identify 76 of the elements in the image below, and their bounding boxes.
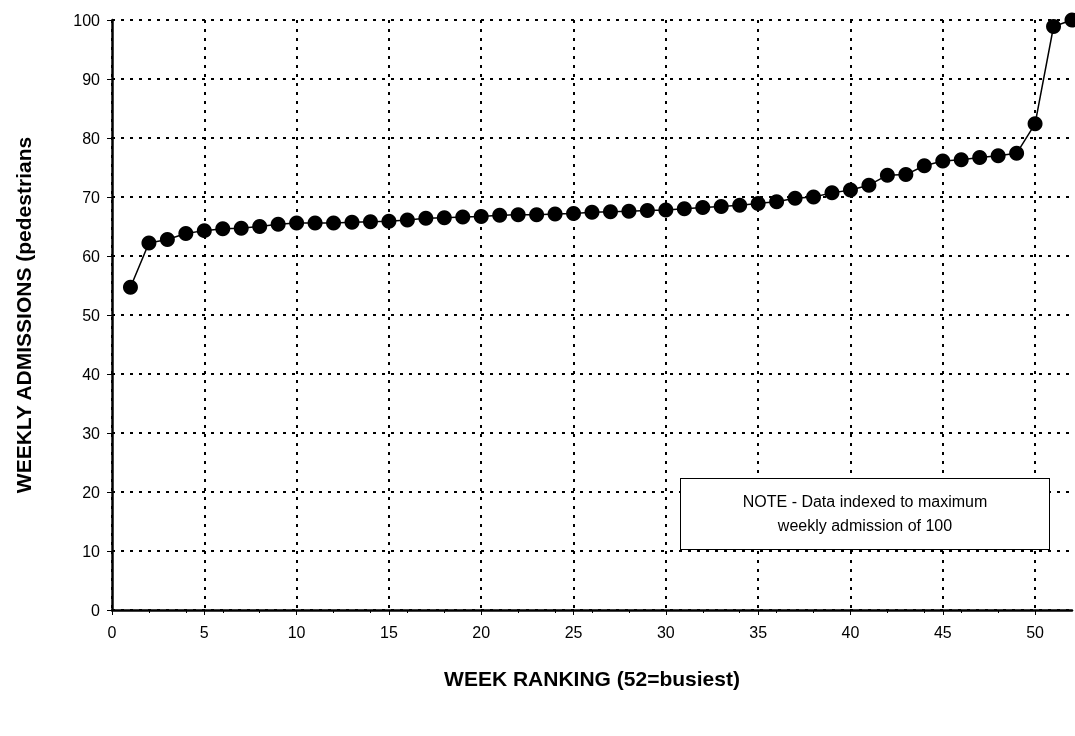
point (399, 212, 415, 228)
point (547, 206, 563, 222)
x-tick-label: 20 (472, 623, 491, 641)
point (270, 216, 286, 232)
y-tick-label: 10 (82, 542, 101, 560)
point (178, 226, 194, 242)
y-tick-label: 100 (73, 11, 101, 29)
x-tick-label: 25 (564, 623, 583, 641)
point (289, 215, 305, 231)
point (695, 200, 711, 216)
x-tick-label: 15 (380, 623, 398, 641)
point (436, 210, 452, 226)
x-tick-label: 10 (287, 623, 306, 641)
point (455, 209, 471, 225)
y-tick-label: 90 (82, 70, 101, 88)
x-tick-label: 30 (656, 623, 675, 641)
point (233, 220, 249, 236)
point (750, 195, 766, 211)
point (658, 202, 674, 218)
point (824, 185, 840, 201)
point (713, 198, 729, 214)
point (326, 215, 342, 231)
point (935, 153, 951, 169)
point (584, 204, 600, 220)
point (990, 148, 1006, 164)
point (842, 182, 858, 198)
point (215, 221, 231, 237)
point (159, 231, 175, 247)
point (602, 204, 618, 220)
y-tick-label: 0 (91, 601, 101, 619)
y-tick-label: 20 (82, 483, 101, 501)
x-tick-label: 50 (1026, 623, 1045, 641)
y-tick-label: 30 (82, 424, 101, 442)
point (621, 203, 637, 219)
point (510, 207, 526, 223)
x-tick-label: 0 (107, 623, 117, 641)
x-axis-title: WEEK RANKING (52=busiest) (444, 667, 740, 690)
point (1046, 18, 1062, 34)
point (1027, 116, 1043, 132)
point (122, 279, 138, 295)
point (916, 158, 932, 174)
point (879, 167, 895, 183)
point (769, 194, 785, 210)
point (1009, 145, 1025, 161)
point (566, 206, 582, 222)
point (252, 219, 268, 234)
y-axis-title: WEEKLY ADMISSIONS (pedestrians (12, 136, 35, 494)
point (307, 215, 323, 231)
x-tick-label: 5 (199, 623, 209, 641)
point (787, 190, 803, 206)
point (381, 213, 397, 229)
x-tick-label: 40 (841, 623, 860, 641)
point (639, 203, 655, 219)
point (676, 201, 692, 217)
point (418, 210, 434, 226)
x-tick-label: 45 (933, 623, 952, 641)
point (972, 149, 988, 165)
y-tick-label: 80 (82, 129, 101, 147)
note-box: NOTE - Data indexed to maximum weekly admission of 100 (680, 478, 1050, 550)
point (898, 167, 914, 183)
point (344, 214, 360, 230)
point (529, 207, 545, 223)
point (806, 189, 822, 205)
y-tick-label: 50 (82, 306, 101, 324)
point (732, 197, 748, 213)
point (141, 235, 157, 251)
point (861, 177, 877, 193)
point (196, 223, 212, 239)
point (473, 208, 489, 224)
y-tick-label: 60 (82, 247, 101, 265)
point (953, 152, 969, 168)
y-tick-label: 70 (82, 188, 101, 206)
x-tick-label: 35 (749, 623, 768, 641)
point (362, 214, 378, 230)
y-tick-label: 40 (82, 365, 101, 383)
point (492, 207, 508, 223)
